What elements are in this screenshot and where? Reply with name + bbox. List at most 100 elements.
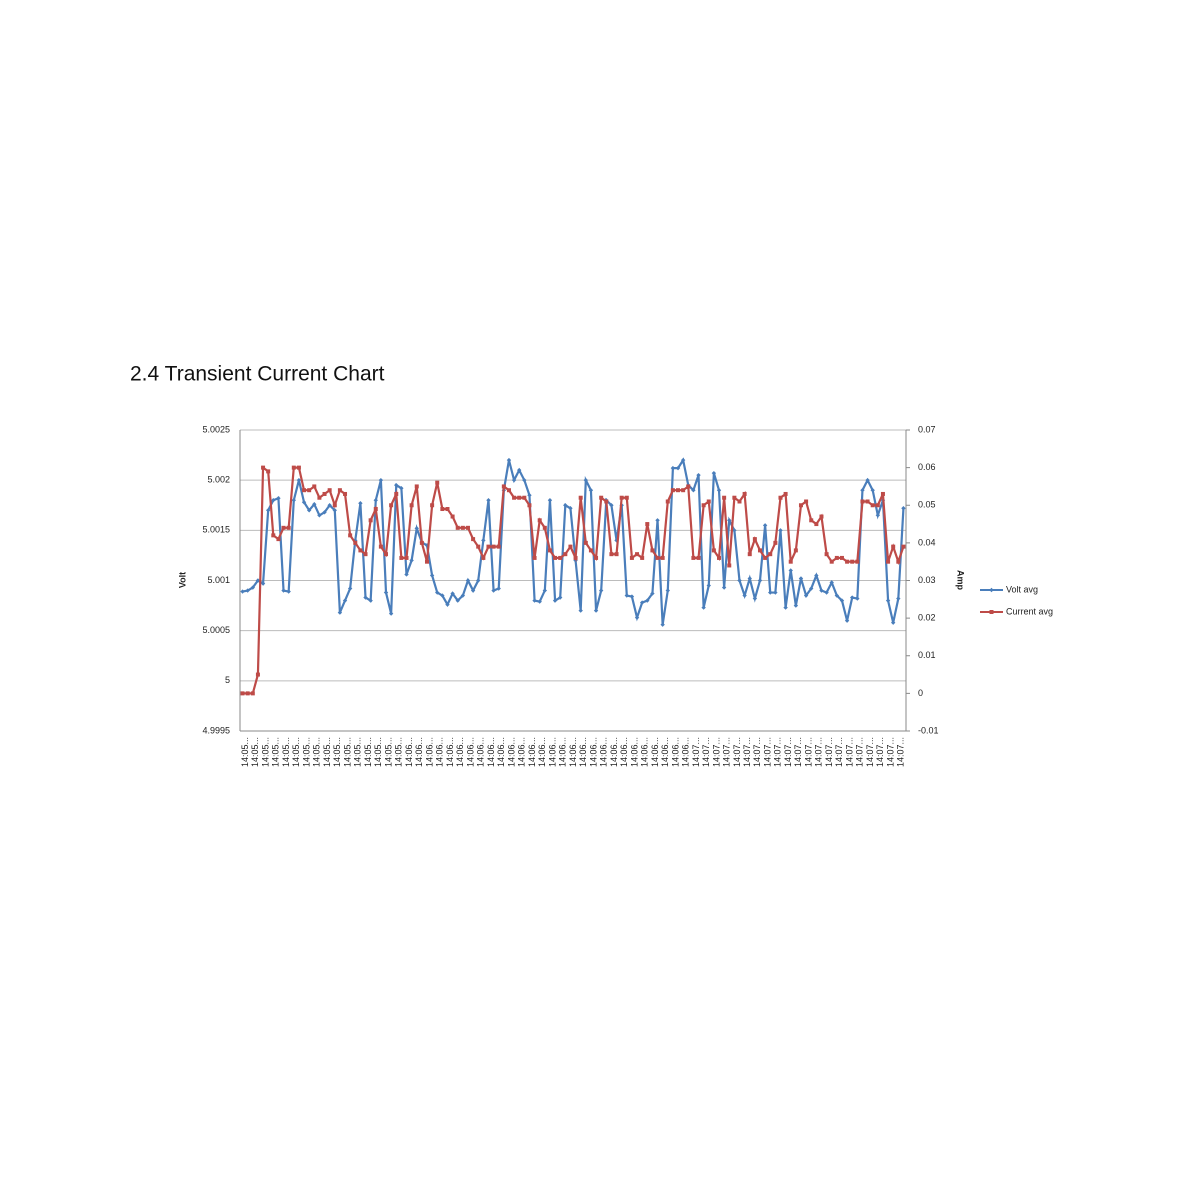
x-tick-label: 14:07... (752, 737, 762, 767)
marker (435, 590, 440, 595)
x-tick-label: 14:05... (394, 737, 404, 767)
marker (553, 555, 558, 560)
marker (265, 508, 271, 513)
marker (676, 488, 681, 493)
marker (670, 488, 675, 493)
marker (332, 503, 337, 508)
marker (763, 555, 768, 560)
marker (255, 672, 260, 677)
marker (240, 589, 245, 594)
marker (373, 507, 378, 512)
x-tick-label: 14:07... (865, 737, 875, 767)
marker (291, 465, 296, 470)
x-tick-label: 14:06... (445, 737, 455, 767)
marker (783, 605, 788, 610)
x-tick-label: 14:07... (762, 737, 772, 767)
marker (747, 552, 752, 557)
marker (563, 552, 568, 557)
marker (568, 544, 573, 549)
marker (629, 594, 635, 599)
y2-tick-label: 0.07 (918, 424, 936, 434)
x-tick-label: 14:06... (609, 737, 619, 767)
marker (814, 573, 819, 578)
marker (747, 576, 752, 581)
y-tick-label: 5.0005 (202, 625, 230, 635)
marker (343, 491, 348, 496)
x-tick-label: 14:07... (691, 737, 701, 767)
x-tick-label: 14:06... (506, 737, 516, 767)
marker (522, 495, 527, 500)
marker (665, 499, 670, 504)
series-line (242, 465, 905, 695)
marker (788, 568, 793, 573)
marker (399, 555, 404, 560)
marker (573, 555, 578, 560)
marker (583, 477, 589, 483)
marker (347, 586, 353, 591)
marker (768, 590, 773, 595)
x-tick-label: 14:06... (537, 737, 547, 767)
x-tick-label: 14:07... (875, 737, 885, 767)
legend-marker (989, 587, 994, 593)
marker (384, 552, 389, 557)
marker (291, 498, 296, 503)
marker (850, 559, 855, 564)
marker (670, 465, 676, 471)
marker (450, 514, 455, 519)
y2-tick-label: 0.06 (918, 462, 936, 472)
marker (537, 599, 542, 604)
marker (517, 467, 522, 473)
marker (875, 513, 881, 518)
x-tick-label: 14:05... (322, 737, 332, 767)
marker (327, 503, 332, 508)
x-tick-label: 14:06... (578, 737, 588, 767)
marker (732, 495, 737, 500)
marker (696, 555, 701, 560)
marker (440, 507, 445, 512)
x-tick-label: 14:06... (424, 737, 434, 767)
marker (363, 595, 368, 600)
marker (665, 588, 670, 593)
marker (839, 555, 844, 560)
marker (276, 537, 281, 542)
marker (445, 507, 450, 512)
marker (409, 503, 414, 508)
marker (829, 559, 834, 564)
marker (809, 586, 814, 591)
x-tick-label: 14:06... (517, 737, 527, 767)
marker (557, 595, 563, 600)
marker (742, 593, 747, 598)
marker (645, 522, 650, 527)
marker (296, 465, 301, 470)
marker (896, 559, 901, 564)
marker (537, 518, 542, 523)
y2-tick-label: 0.04 (918, 537, 936, 547)
marker (409, 558, 414, 563)
marker (378, 544, 383, 549)
marker (886, 559, 891, 564)
marker (245, 691, 250, 696)
marker (583, 540, 588, 545)
y-tick-label: 5.0025 (202, 424, 230, 434)
x-tick-label: 14:06... (599, 737, 609, 767)
marker (327, 488, 332, 493)
y-tick-label: 5.002 (207, 475, 230, 485)
marker (501, 484, 506, 489)
marker (717, 555, 722, 560)
marker (460, 525, 465, 530)
marker (594, 555, 599, 560)
marker (578, 608, 583, 613)
x-tick-label: 14:05... (260, 737, 270, 767)
marker (394, 491, 399, 496)
marker (435, 480, 440, 485)
marker (829, 580, 834, 585)
legend-marker (989, 610, 994, 614)
marker (558, 555, 563, 560)
marker (901, 506, 906, 511)
marker (552, 598, 558, 603)
marker (839, 598, 845, 603)
marker (445, 602, 450, 607)
x-tick-label: 14:05... (312, 737, 322, 767)
x-tick-label: 14:06... (681, 737, 691, 767)
marker (455, 598, 460, 603)
